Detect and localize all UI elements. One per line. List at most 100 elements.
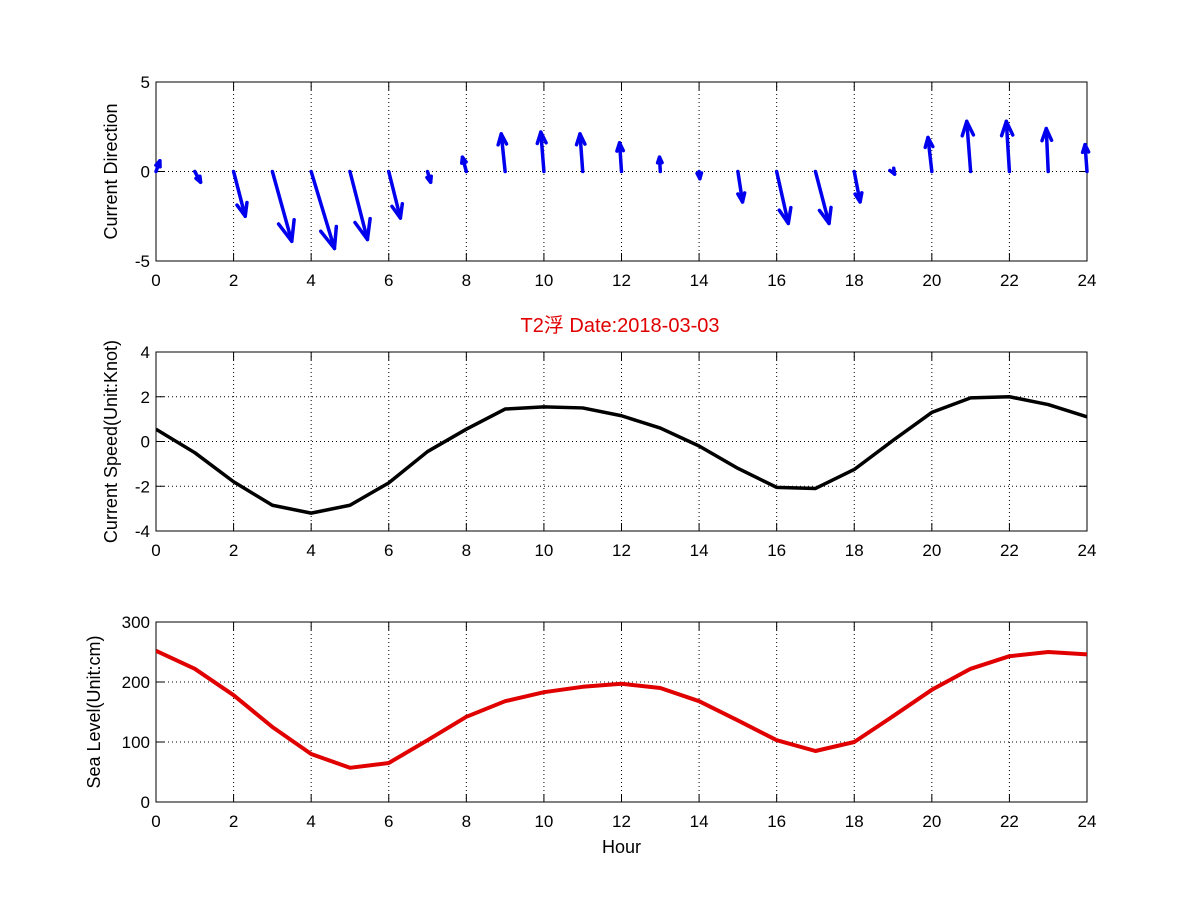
x-tick-label: 6 [384,812,393,831]
arrow-shaft [964,119,973,174]
arrow-head [736,191,747,204]
x-tick-label: 6 [384,271,393,290]
arrow-shaft [774,169,791,226]
arrow-head [318,224,339,251]
x-tick-label: 16 [767,541,786,560]
x-tick-label: 10 [534,541,553,560]
y-axis-label: Current Direction [101,103,121,239]
current-arrow [425,169,433,184]
current-arrow [695,169,704,181]
x-tick-label: 20 [922,541,941,560]
current-arrow [736,169,747,204]
arrow-head [535,130,548,146]
x-tick-label: 24 [1078,541,1097,560]
current-arrow [154,159,162,174]
y-tick-label: 5 [141,73,150,92]
y-tick-label: 0 [141,163,150,182]
current-arrow [615,141,626,174]
arrow-head [960,119,976,138]
current-arrow [574,132,587,174]
x-tick-label: 22 [1000,271,1019,290]
y-tick-label: 0 [141,433,150,452]
arrow-shaft [736,169,745,204]
x-tick-label: 0 [151,812,160,831]
x-tick-label: 14 [690,812,709,831]
arrow-shaft [231,169,247,218]
x-tick-label: 18 [845,812,864,831]
current-arrow [460,155,469,174]
arrow-shaft [813,169,831,226]
x-axis-label: Hour [602,837,641,857]
x-tick-label: 8 [462,271,471,290]
x-tick-label: 24 [1078,812,1097,831]
x-tick-label: 16 [767,271,786,290]
y-tick-label: -5 [135,252,150,271]
current-arrow [270,169,296,244]
x-tick-label: 12 [612,271,631,290]
y-tick-label: 0 [141,793,150,812]
current-arrow [535,130,548,174]
current-arrow [348,169,372,242]
arrow-head [194,174,203,184]
arrow-head [655,155,664,165]
arrow-shaft [539,130,546,174]
x-tick-label: 2 [229,271,238,290]
arrow-head [496,132,509,147]
x-tick-label: 24 [1078,271,1097,290]
current-speed-line [156,395,1087,515]
y-tick-label: 4 [141,343,150,362]
x-tick-label: 0 [151,271,160,290]
sea-level-line [156,648,1087,770]
arrow-head [888,166,897,176]
y-tick-label: 200 [122,673,150,692]
current-arrow [960,119,976,174]
x-tick-label: 2 [229,541,238,560]
arrow-head [460,155,468,165]
chart-title: T2浮 Date:2018-03-03 [520,314,719,337]
y-axis-label: Sea Level(Unit:cm) [84,635,104,788]
x-tick-label: 6 [384,541,393,560]
current-arrow [496,132,509,174]
current-arrow [923,135,935,174]
x-tick-label: 14 [690,271,709,290]
arrow-head [154,159,162,169]
current-arrow [655,155,664,174]
arrow-head [235,200,249,218]
current-arrow [813,169,833,226]
x-tick-label: 22 [1000,541,1019,560]
x-tick-label: 4 [306,271,315,290]
arrow-shaft [387,169,403,220]
x-tick-label: 22 [1000,812,1019,831]
arrow-head [425,174,433,184]
arrow-head [390,202,405,220]
arrow-head [574,132,587,147]
arrow-shaft [617,141,624,174]
current-arrow [1040,126,1054,174]
y-tick-label: -2 [135,477,150,496]
x-tick-label: 12 [612,541,631,560]
arrow-head [1040,126,1054,143]
arrow-head [999,119,1015,138]
y-axis-label: Current Speed(Unit:Knot) [101,340,121,543]
current-arrow [999,119,1015,174]
current-arrow [231,169,249,218]
current-arrow [774,169,793,226]
arrow-head [817,205,833,226]
arrow-head [353,216,372,242]
x-tick-label: 18 [845,271,864,290]
x-tick-label: 14 [690,541,709,560]
arrow-shaft [578,132,585,174]
arrow-head [777,205,793,226]
arrow-head [853,191,864,204]
arrow-head [1080,142,1091,155]
x-tick-label: 12 [612,812,631,831]
arrow-shaft [309,169,337,251]
current-arrow [852,169,864,204]
arrow-head [695,171,704,181]
x-tick-label: 4 [306,812,315,831]
current-arrow [1080,142,1091,174]
current-arrow [309,169,339,251]
x-tick-label: 0 [151,541,160,560]
